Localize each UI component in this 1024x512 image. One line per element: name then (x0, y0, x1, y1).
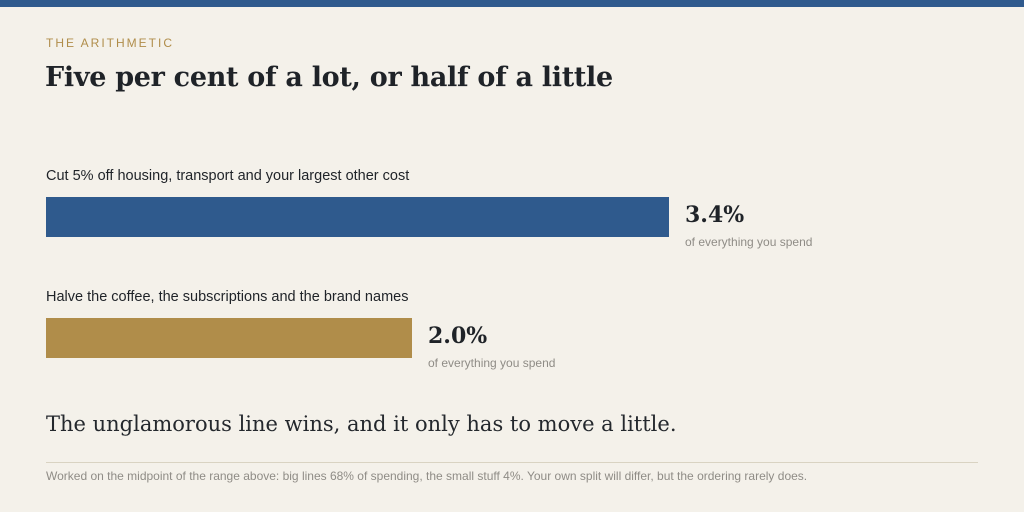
bar-value-label-2: 2.0% (428, 323, 488, 349)
bar-label-1: Cut 5% off housing, transport and your l… (46, 168, 410, 184)
top-accent-rule (0, 0, 1024, 7)
bar-unit-label-1: of everything you spend (685, 235, 813, 249)
section-eyebrow: THE ARITHMETIC (46, 36, 175, 50)
footnote: Worked on the midpoint of the range abov… (46, 469, 808, 483)
bar-1 (46, 197, 669, 237)
bar-value-label-1: 3.4% (685, 202, 745, 228)
bar-2 (46, 318, 412, 358)
bar-unit-label-2: of everything you spend (428, 356, 556, 370)
conclusion-text: The unglamorous line wins, and it only h… (46, 412, 677, 436)
bar-label-2: Halve the coffee, the subscriptions and … (46, 289, 409, 305)
footnote-divider (46, 462, 978, 463)
page-title: Five per cent of a lot, or half of a lit… (45, 62, 613, 93)
